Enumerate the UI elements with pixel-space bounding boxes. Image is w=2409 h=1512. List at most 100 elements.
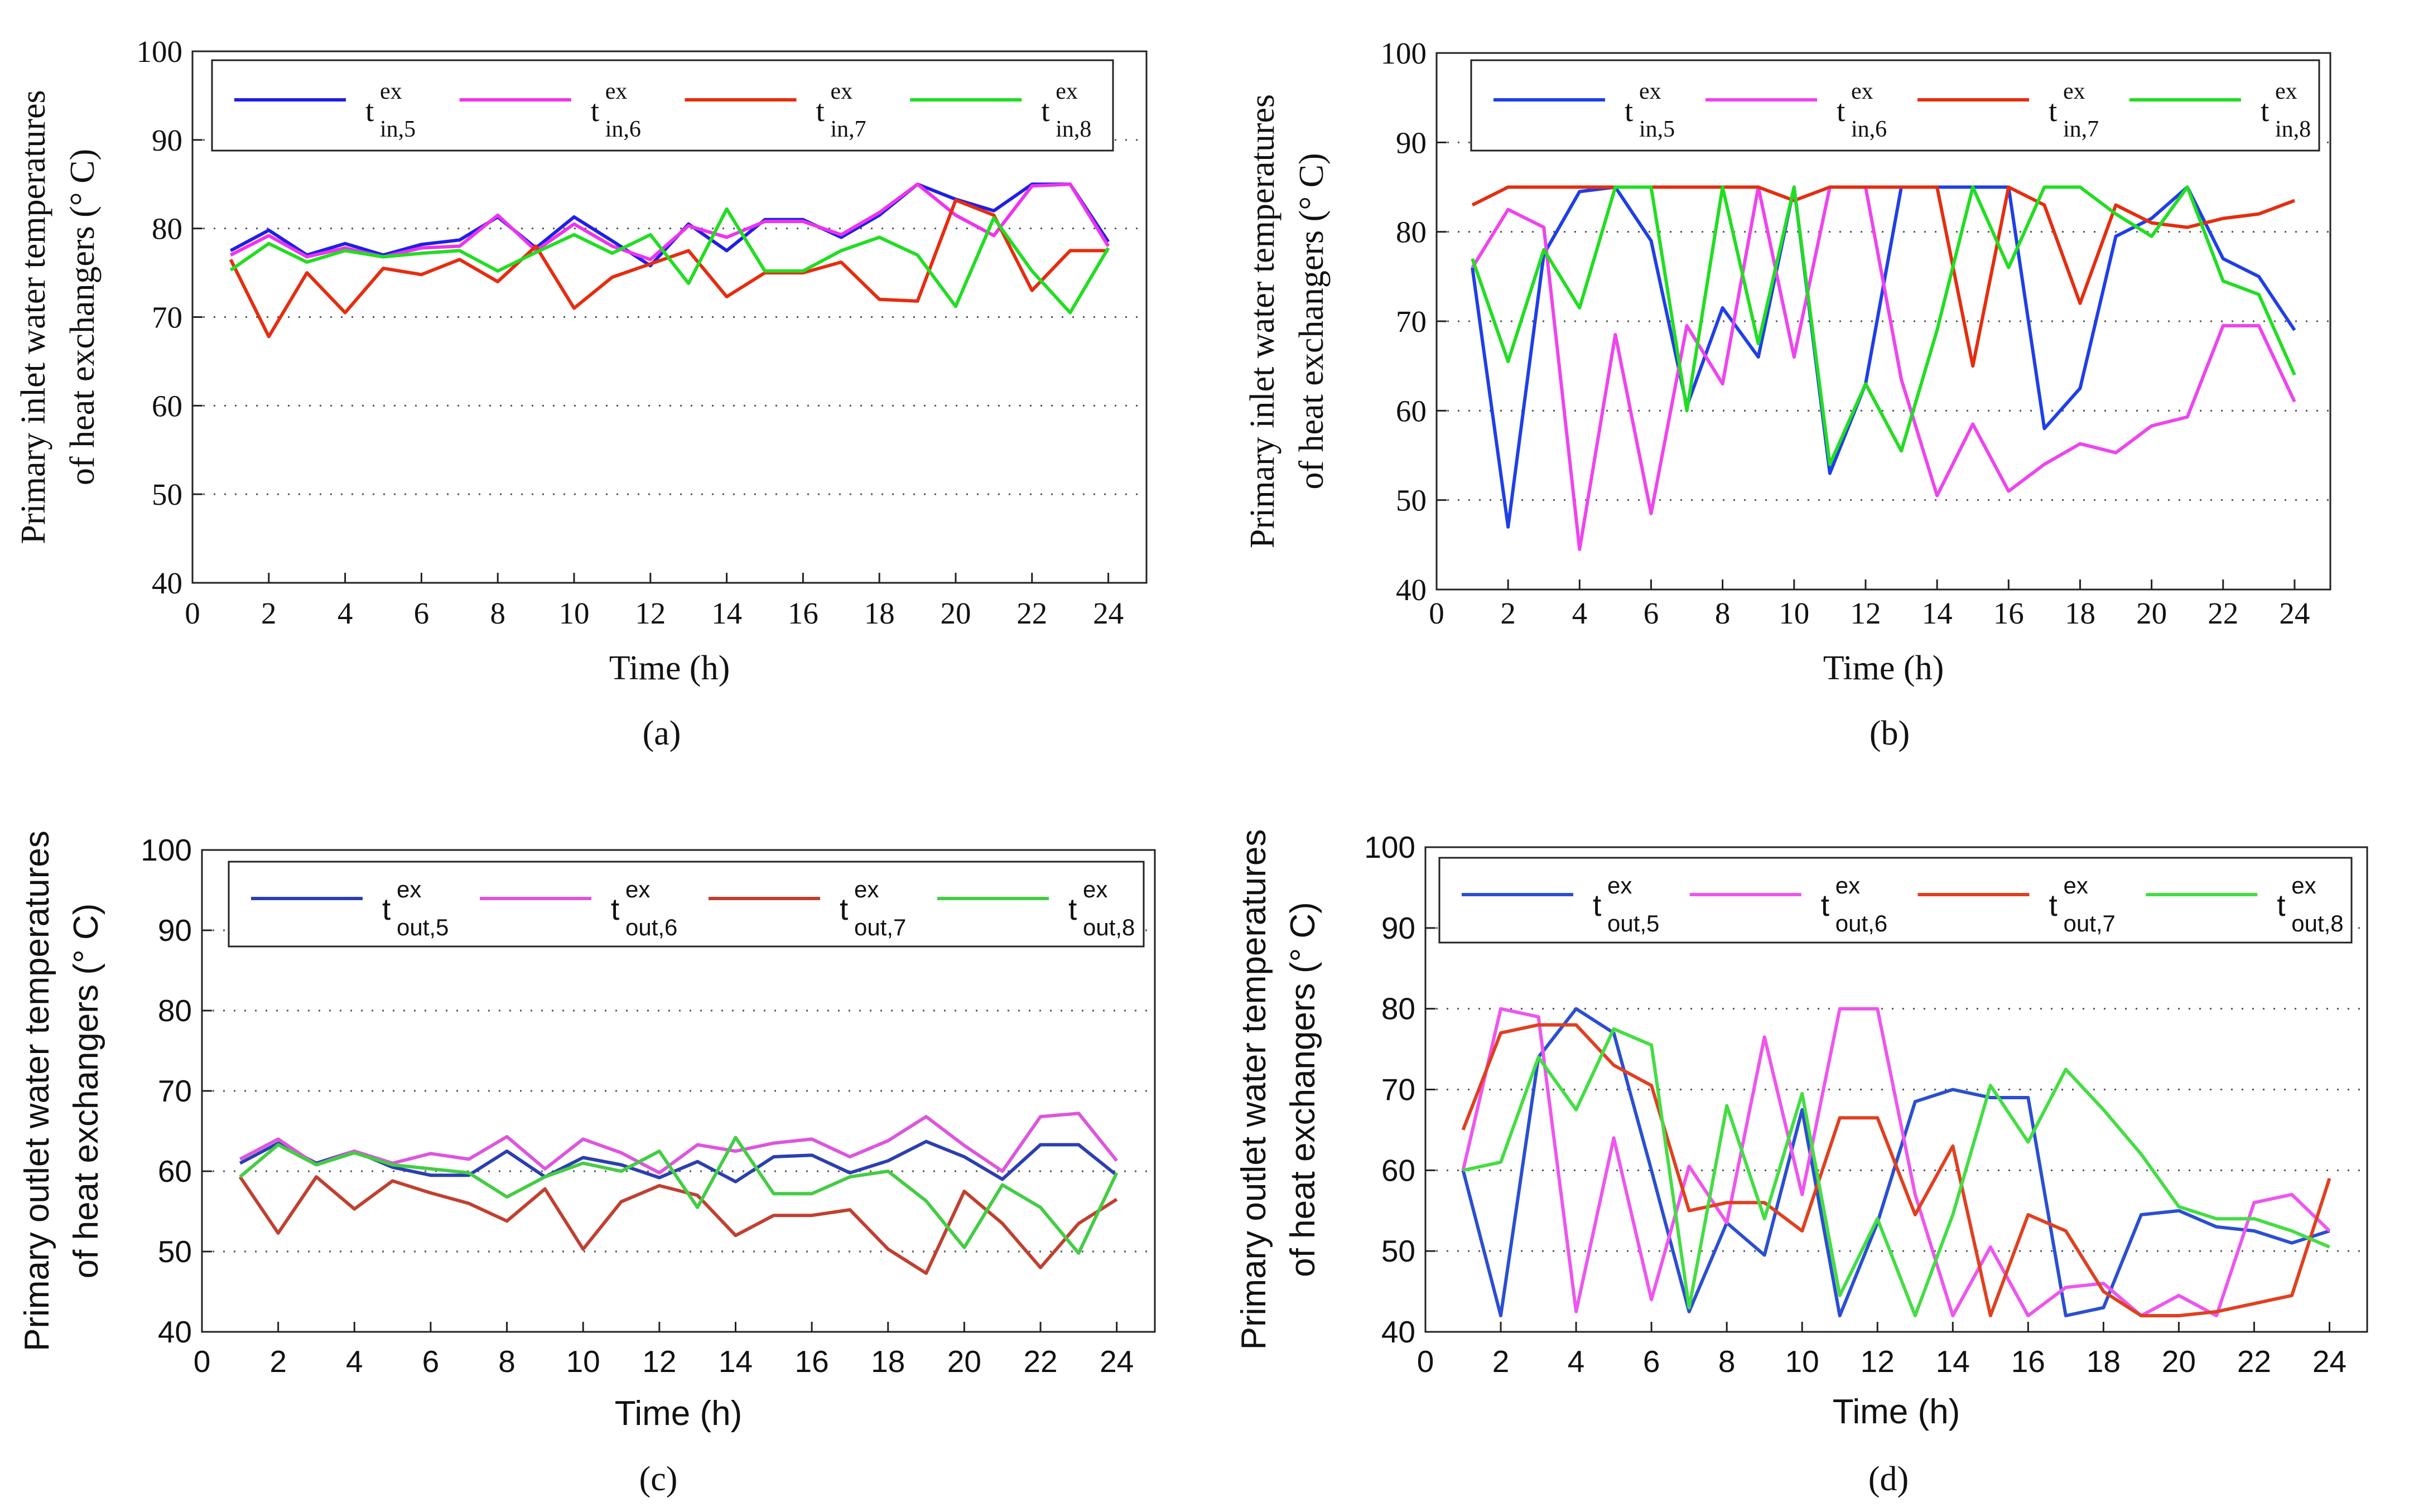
y-tick-label: 50 <box>152 477 182 511</box>
y-tick-label: 60 <box>152 389 182 423</box>
y-axis-label: of heat exchangers (° C) <box>1284 902 1322 1277</box>
series-line-out-8 <box>1462 1027 2330 1317</box>
legend-label-subscript: out,7 <box>2064 910 2116 936</box>
x-tick-label: 0 <box>1429 596 1444 630</box>
legend-label: t <box>1593 888 1601 922</box>
x-axis-label: Time (h) <box>609 649 730 687</box>
x-axis-label: Time (h) <box>1833 1393 1960 1431</box>
x-tick-label: 0 <box>194 1344 211 1379</box>
x-tick-label: 16 <box>788 596 818 630</box>
x-tick-label: 6 <box>414 596 430 630</box>
x-tick-label: 12 <box>1850 596 1881 630</box>
y-tick-label: 100 <box>137 35 183 69</box>
legend-label-superscript: ex <box>854 876 879 902</box>
panel-caption-b: (b) <box>1870 714 1910 752</box>
y-axis-label: of heat exchangers (° C) <box>67 904 105 1279</box>
x-tick-label: 8 <box>1715 596 1731 630</box>
legend-label-superscript: ex <box>605 79 628 104</box>
legend-label-superscript: ex <box>2063 79 2085 104</box>
x-tick-label: 22 <box>2237 1344 2271 1379</box>
plot-frame <box>1435 52 2331 591</box>
legend-label: t <box>1041 94 1049 128</box>
x-tick-label: 16 <box>795 1344 829 1379</box>
legend-box <box>211 59 1114 152</box>
x-tick-label: 10 <box>1785 1344 1819 1379</box>
legend-label-subscript: out,6 <box>1835 910 1887 936</box>
x-tick-label: 22 <box>2208 596 2238 630</box>
y-tick-label: 70 <box>152 301 182 335</box>
x-tick-label: 4 <box>338 596 353 630</box>
x-tick-label: 0 <box>185 596 200 630</box>
legend-label-subscript: out,5 <box>1607 910 1659 936</box>
legend-label-subscript: out,5 <box>397 914 449 940</box>
x-tick-label: 6 <box>422 1344 440 1379</box>
y-tick-label: 100 <box>1364 830 1415 864</box>
plot-frame <box>1424 846 2368 1333</box>
panel-a: (a) 0 2 4 6 8 10 12 14 16 18 20 22 24405060708090100… <box>15 35 1148 752</box>
series-line-in-7 <box>1471 185 2295 368</box>
x-tick-label: 12 <box>635 596 666 630</box>
x-tick-label: 22 <box>1023 1344 1057 1379</box>
x-tick-label: 10 <box>1779 596 1809 630</box>
y-tick-label: 70 <box>158 1074 192 1108</box>
y-tick-label: 100 <box>1381 36 1427 70</box>
series-line-out-7 <box>238 1175 1118 1275</box>
y-axis-label: Primary outlet water temperatures <box>18 830 56 1351</box>
y-tick-label: 100 <box>141 833 192 867</box>
legend-label-superscript: ex <box>1639 79 1661 104</box>
x-tick-label: 8 <box>498 1344 515 1379</box>
legend-label: t <box>2277 888 2285 922</box>
legend-label: t <box>2049 888 2058 922</box>
legend-label-superscript: ex <box>1851 79 1873 104</box>
series-line-in-8 <box>229 207 1110 315</box>
legend-label-superscript: ex <box>2291 872 2316 898</box>
y-axis-label: Primary inlet water temperatures <box>1244 94 1281 548</box>
y-tick-label: 60 <box>1396 394 1427 428</box>
x-tick-label: 18 <box>864 596 895 630</box>
x-tick-label: 14 <box>1922 596 1953 630</box>
legend-label-superscript: ex <box>1835 872 1860 898</box>
y-tick-label: 80 <box>1381 992 1415 1026</box>
legend-label-superscript: ex <box>625 876 650 902</box>
legend-label-superscript: ex <box>2064 872 2088 898</box>
y-axis-label: of heat exchangers (° C) <box>1293 153 1331 489</box>
legend-label: t <box>1625 94 1633 128</box>
legend-label-subscript: in,5 <box>380 117 416 142</box>
legend-label-subscript: in,8 <box>1056 117 1091 142</box>
legend-label-subscript: in,5 <box>1639 117 1675 142</box>
legend-box <box>1470 59 2320 152</box>
y-tick-label: 40 <box>1396 573 1427 607</box>
x-tick-label: 14 <box>711 596 742 630</box>
legend-label-subscript: in,7 <box>831 117 866 142</box>
y-tick-label: 70 <box>1396 305 1427 339</box>
legend-label: t <box>816 94 825 128</box>
x-tick-label: 2 <box>261 596 277 630</box>
legend-label-superscript: ex <box>831 79 853 104</box>
legend-label: t <box>611 892 619 926</box>
y-tick-label: 50 <box>1396 484 1427 518</box>
y-tick-label: 80 <box>1396 215 1427 249</box>
x-tick-label: 14 <box>719 1344 753 1379</box>
legend-label-subscript: out,6 <box>625 914 677 940</box>
x-tick-label: 20 <box>2162 1344 2196 1379</box>
x-tick-label: 2 <box>1492 1344 1510 1379</box>
y-tick-label: 80 <box>152 212 182 246</box>
legend-label: t <box>1821 888 1829 922</box>
legend-box <box>1438 857 2353 944</box>
y-tick-label: 50 <box>158 1234 192 1269</box>
panel-c: (c) 0 2 4 6 8 10 12 14 16 18 20 22 24405060708090100… <box>18 830 1156 1498</box>
legend-label: t <box>1837 94 1845 128</box>
y-tick-label: 40 <box>158 1315 192 1349</box>
series-line-in-8 <box>1471 185 2296 466</box>
y-axis-label: of heat exchangers (° C) <box>64 149 102 485</box>
legend-label-subscript: out,7 <box>854 914 906 940</box>
y-axis-label: Primary outlet water temperatures <box>1235 829 1273 1350</box>
legend-label-superscript: ex <box>1083 876 1107 902</box>
legend-label-subscript: in,6 <box>605 117 641 142</box>
x-axis-label: Time (h) <box>1823 649 1944 687</box>
y-tick-label: 70 <box>1381 1073 1415 1107</box>
series-line-out-7 <box>1461 1023 2331 1317</box>
y-tick-label: 90 <box>1381 911 1415 945</box>
